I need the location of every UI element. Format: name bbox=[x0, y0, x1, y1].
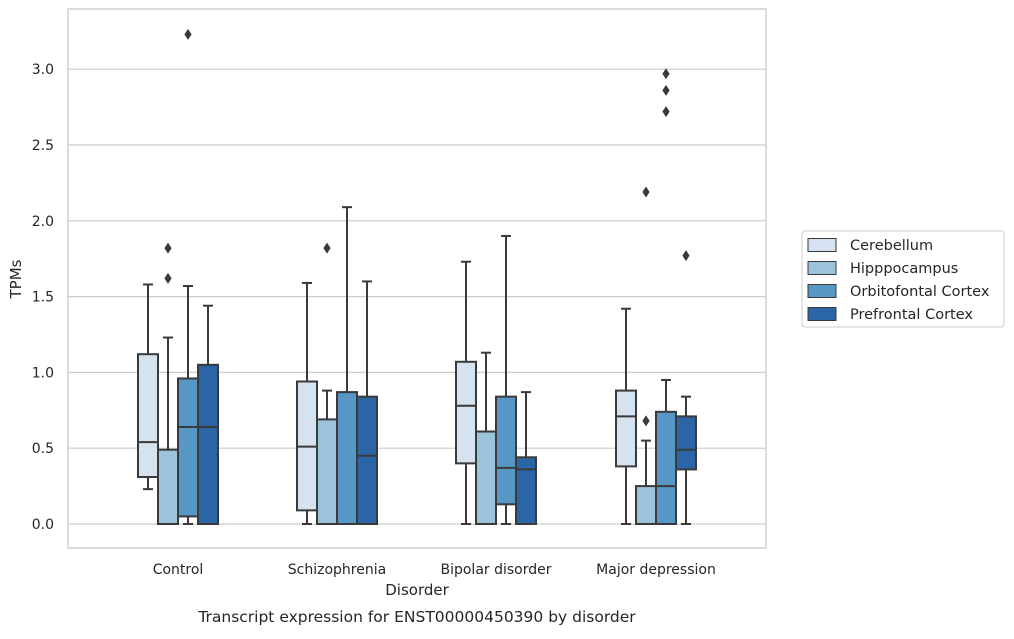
box-body bbox=[356, 395, 378, 526]
x-tick-label: Control bbox=[153, 562, 204, 578]
box-prefrontal-cortex bbox=[515, 391, 537, 525]
box-body bbox=[615, 389, 637, 468]
legend: Cerebellum Hipppocampus Orbitofontal Corte… bbox=[801, 230, 1005, 328]
legend-label: Orbitofontal Cortex bbox=[850, 284, 990, 300]
box-body bbox=[655, 410, 677, 526]
box-orbitofontal-cortex bbox=[177, 28, 199, 525]
box-prefrontal-cortex bbox=[197, 304, 219, 525]
x-tick-label: Schizophrenia bbox=[288, 562, 386, 578]
y-tick-label: 3.0 bbox=[32, 62, 54, 78]
x-axis-title: Disorder bbox=[385, 581, 449, 599]
box-body bbox=[475, 430, 497, 525]
legend-label: Cerebellum bbox=[850, 238, 933, 254]
y-tick-label: 0.5 bbox=[32, 441, 54, 457]
box-body bbox=[635, 485, 657, 526]
box-prefrontal-cortex bbox=[675, 250, 697, 525]
legend-swatch bbox=[807, 261, 837, 275]
box-body bbox=[675, 415, 697, 471]
y-tick-label: 0.0 bbox=[32, 517, 54, 533]
plot-frame bbox=[67, 8, 767, 549]
outlier-point bbox=[164, 272, 172, 284]
box-body bbox=[316, 418, 338, 525]
outlier-point bbox=[184, 28, 192, 40]
outlier-point bbox=[662, 68, 670, 80]
outlier-point bbox=[662, 106, 670, 118]
figure-caption: Transcript expression for ENST0000045039… bbox=[197, 608, 636, 626]
y-tick-labels: 0.0 0.5 1.0 1.5 2.0 2.5 3.0 bbox=[32, 62, 54, 533]
box-layer bbox=[137, 28, 697, 526]
box-body bbox=[137, 353, 159, 479]
outlier-point bbox=[642, 186, 650, 198]
legend-swatch bbox=[807, 238, 837, 252]
x-tick-labels: Control Schizophrenia Bipolar disorder Majo… bbox=[153, 562, 716, 578]
outlier-point bbox=[642, 415, 650, 427]
box-prefrontal-cortex bbox=[356, 280, 378, 526]
y-axis-title: TPMs bbox=[7, 259, 25, 299]
box-body bbox=[336, 391, 358, 525]
outlier-point bbox=[164, 242, 172, 254]
box-body bbox=[495, 395, 517, 506]
box-orbitofontal-cortex bbox=[336, 206, 358, 525]
x-tick-label: Major depression bbox=[596, 562, 716, 578]
box-orbitofontal-cortex bbox=[495, 234, 517, 525]
y-tick-label: 2.0 bbox=[32, 214, 54, 230]
box-body bbox=[157, 448, 179, 525]
legend-swatch bbox=[807, 284, 837, 298]
legend-label: Hipppocampus bbox=[850, 261, 958, 277]
box-body bbox=[515, 456, 537, 525]
y-tick-label: 2.5 bbox=[32, 138, 54, 154]
outlier-point bbox=[682, 250, 690, 262]
box-cerebellum bbox=[137, 283, 159, 491]
legend-frame bbox=[801, 230, 1005, 328]
box-body bbox=[197, 363, 219, 525]
y-tick-label: 1.0 bbox=[32, 365, 54, 381]
box-cerebellum bbox=[615, 307, 637, 525]
outlier-point bbox=[323, 242, 331, 254]
box-body bbox=[177, 377, 199, 518]
box-body bbox=[455, 360, 477, 465]
legend-swatch bbox=[807, 307, 837, 321]
legend-label: Prefrontal Cortex bbox=[850, 307, 973, 323]
box-hipppocampus bbox=[157, 242, 179, 525]
x-tick-label: Bipolar disorder bbox=[440, 562, 551, 578]
outlier-point bbox=[662, 84, 670, 96]
box-hipppocampus bbox=[635, 186, 657, 526]
y-tick-label: 1.5 bbox=[32, 290, 54, 306]
box-cerebellum bbox=[455, 260, 477, 525]
